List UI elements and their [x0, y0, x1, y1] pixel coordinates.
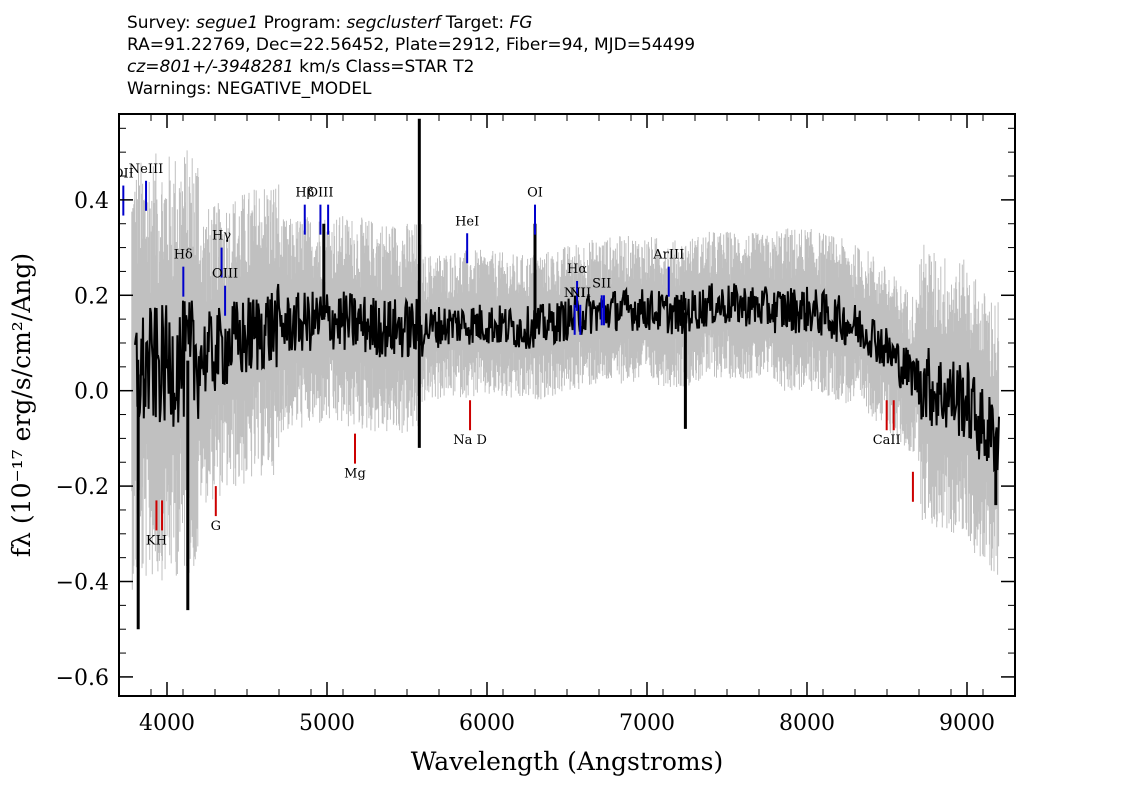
target-label: Target:	[440, 13, 510, 33]
emission-line-label-11: Hα	[567, 262, 587, 277]
y-axis-label: fλ (10⁻¹⁷ erg/s/cm²/Ang)	[7, 253, 36, 557]
absorption-line-label-5: CaII	[873, 433, 901, 448]
emission-line-label-1: NeIII	[129, 162, 163, 177]
target-value: FG	[509, 13, 533, 33]
emission-line-label-15: ArIII	[652, 248, 684, 263]
header-line-redshift: cz=801+/-3948281 km/s Class=STAR T2	[127, 56, 695, 78]
y-tick-label-1: −0.4	[56, 571, 109, 596]
emission-line-label-5: Hβ	[295, 186, 314, 201]
flux-series	[134, 118, 1000, 630]
emission-line-label-12: NII	[569, 286, 591, 301]
y-tick-label-3: 0.0	[74, 380, 109, 405]
flux-line	[134, 283, 1000, 473]
absorption-line-label-3: Mg	[344, 467, 366, 482]
emission-line-label-13: SII	[592, 276, 611, 291]
error-envelope-strokes	[131, 150, 1000, 590]
y-tick-label-4: 0.2	[74, 284, 109, 309]
x-tick-label-5: 9000	[939, 711, 995, 736]
x-tick-label-1: 5000	[299, 711, 355, 736]
emission-line-label-4: OIII	[212, 267, 238, 282]
survey-label: Survey:	[127, 13, 197, 33]
survey-value: segue1	[196, 13, 259, 33]
y-tick-label-5: 0.4	[74, 189, 109, 214]
emission-line-label-3: Hγ	[212, 229, 231, 244]
header-line-coordinates: RA=91.22769, Dec=22.56452, Plate=2912, F…	[127, 35, 696, 55]
emission-line-label-10: NII	[564, 286, 586, 301]
header-line-warnings: Warnings: NEGATIVE_MODEL	[127, 79, 372, 99]
absorption-line-label-0: KH	[146, 533, 167, 548]
x-tick-label-3: 7000	[619, 711, 675, 736]
axis-ticks: 4000 5000 6000 7000 8000 9000 −0.6 −0.4 −0.2 0.0 0…	[56, 114, 1016, 736]
x-tick-label-0: 4000	[139, 711, 195, 736]
spectrum-header: Survey: segue1 Program: segclusterf Targ…	[127, 12, 695, 100]
emission-line-label-8: HeI	[455, 214, 479, 229]
emission-line-label-6: OIII	[307, 186, 333, 201]
emission-line-label-9: OI	[527, 186, 543, 201]
x-axis-label: Wavelength (Angstroms)	[411, 747, 723, 776]
absorption-line-label-4: Na D	[453, 433, 487, 448]
absorption-line-label-2: G	[211, 519, 221, 534]
program-label: Program:	[258, 13, 347, 33]
class-value: km/s Class=STAR T2	[293, 57, 475, 77]
error-envelope	[131, 150, 1000, 590]
y-tick-label-2: −0.2	[56, 475, 109, 500]
x-tick-label-2: 6000	[459, 711, 515, 736]
header-line-survey: Survey: segue1 Program: segclusterf Targ…	[127, 12, 695, 34]
emission-line-label-0: OII	[113, 167, 134, 182]
y-tick-label-0: −0.6	[56, 666, 109, 691]
program-value: segclusterf	[346, 13, 441, 33]
spectral-line-markers: OIINeIIIHδHγOIIIHβOIIIHeIOINIIHαNIISIIAr…	[113, 162, 914, 548]
redshift-value: cz=801+/-3948281	[127, 57, 294, 77]
x-tick-label-4: 8000	[779, 711, 835, 736]
emission-line-label-2: Hδ	[174, 248, 193, 263]
